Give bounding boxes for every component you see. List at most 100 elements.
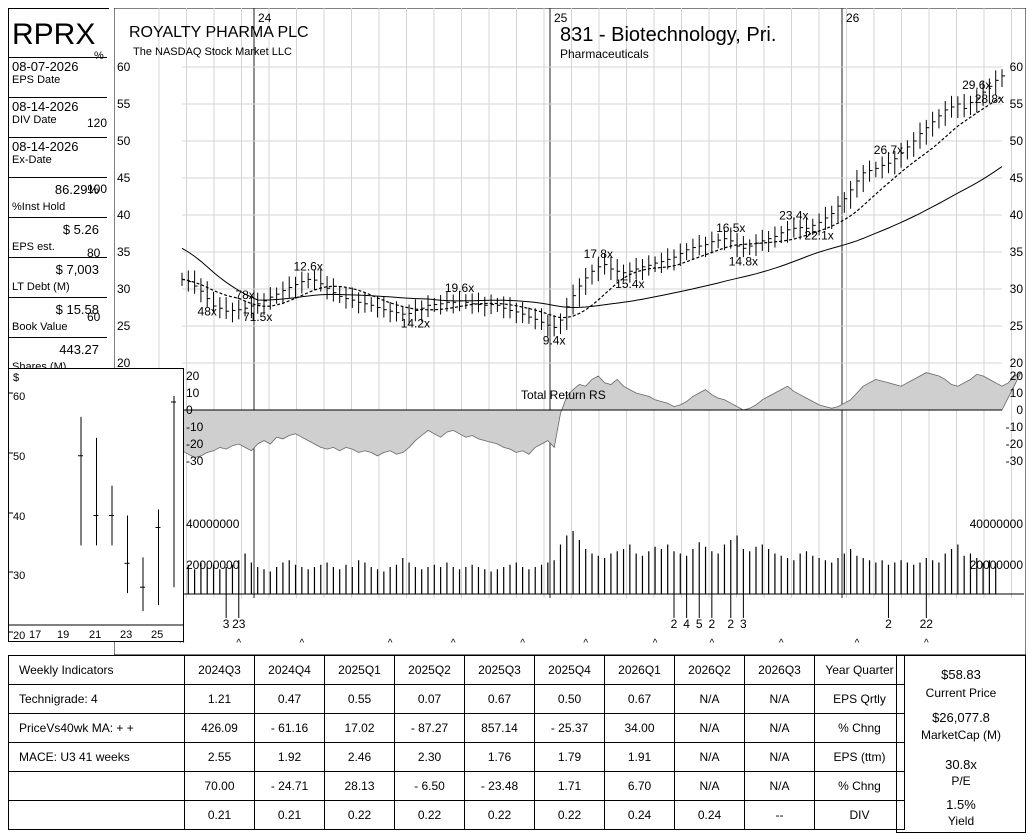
mini-axis-label: 19 — [57, 629, 69, 641]
table-cell: % Chng — [814, 771, 905, 801]
ma-10wk-line — [181, 95, 1003, 319]
pe-annotation: 26.7x — [874, 143, 903, 157]
price-axis-tick-right: 50 — [1010, 134, 1024, 148]
pe-annotation: 16.5x — [716, 221, 745, 235]
table-cell: 0.21 — [254, 800, 325, 830]
pe-annotation: 71.5x — [243, 310, 272, 324]
table-cell: 426.09 — [184, 713, 255, 743]
rs-axis-tick-left: 10 — [186, 386, 200, 400]
table-cell: % Chng — [814, 713, 905, 743]
caret-marker: ^ — [520, 638, 525, 649]
caret-marker: ^ — [924, 638, 929, 649]
ticker-symbol: RPRX — [12, 18, 96, 51]
table-row: MACE: U3 41 weeks 2.55 1.92 2.46 2.30 1.76 1.7… — [8, 742, 905, 772]
sidebar-value: $ 5.26 — [62, 222, 99, 237]
sidebar-box: $ 15.58 Book Value — [9, 297, 107, 338]
sidebar-value: $ 15.58 — [55, 302, 99, 317]
table-cell: 2.55 — [184, 742, 255, 772]
table-header-cell: 2025Q2 — [394, 655, 465, 685]
table-cell: 1.21 — [184, 684, 255, 714]
price-axis-tick-left: 25 — [117, 319, 131, 333]
mini-dollar-sign: $ — [13, 372, 19, 384]
pe-annotation: 22.1x — [804, 228, 833, 242]
pe-annotation: 78x — [235, 288, 254, 302]
table-cell: MACE: U3 41 weeks — [8, 742, 185, 772]
sidebar-value: 08-14-2026 — [12, 99, 79, 114]
price-axis-tick-right: 40 — [1010, 208, 1024, 222]
earnings-mark: 23 — [232, 617, 246, 631]
caret-marker: ^ — [388, 638, 393, 649]
year-label: 26 — [846, 11, 860, 25]
pe-annotation: 14.8x — [729, 254, 758, 268]
caret-marker: ^ — [653, 638, 658, 649]
price-axis-tick-left: 40 — [117, 208, 131, 222]
earnings-mark: 4 — [683, 617, 690, 631]
table-cell: 1.76 — [464, 742, 535, 772]
ma-40wk-line — [181, 166, 1003, 309]
table-cell: 0.07 — [394, 684, 465, 714]
dividend-yield-label: Yield — [947, 814, 975, 828]
fundamentals-sidebar: RPRX 08-07-2026 EPS Date 08-14-2026 DIV Dat… — [8, 8, 109, 373]
table-cell: PriceVs40wk MA: + + — [8, 713, 185, 743]
price-axis-tick-left: 35 — [117, 245, 131, 259]
volume-axis-tick-left: 40000000 — [186, 517, 240, 531]
table-header-cell: Weekly Indicators — [8, 655, 185, 685]
sidebar-box: $ 7,003 LT Debt (M) — [9, 257, 107, 298]
table-cell: N/A — [674, 771, 745, 801]
table-cell: -- — [744, 800, 815, 830]
pe-annotation: 28.8x — [975, 92, 1004, 106]
table-cell: 17.02 — [324, 713, 395, 743]
sidebar-label: LT Debt (M) — [12, 281, 70, 293]
table-cell: 0.50 — [534, 684, 605, 714]
sidebar-value: 443.27 — [59, 342, 99, 357]
mini-axis-tick: 60 — [13, 391, 25, 403]
price-summary: $58.83 Current Price $26,077.8 MarketCap… — [896, 655, 1026, 833]
sidebar-box: $ 5.26 EPS est. — [9, 217, 107, 258]
sidebar-value: $ 7,003 — [55, 262, 99, 277]
current-price: $58.83 — [941, 667, 981, 682]
sidebar-label: Book Value — [12, 321, 68, 333]
rs-axis-tick-right: -30 — [1006, 454, 1024, 468]
mini-axis-tick: 20 — [13, 630, 25, 641]
sidebar-box: 08-14-2026 Ex-Date — [9, 137, 107, 178]
table-cell: - 25.37 — [534, 713, 605, 743]
table-cell: 2.30 — [394, 742, 465, 772]
sidebar-value: 86.29% — [54, 182, 99, 197]
table-row: 70.00- 24.71 28.13- 6.50- 23.48 1.71 6.70 N/… — [8, 771, 905, 801]
mini-axis-tick: 30 — [13, 570, 25, 582]
sector-name: Pharmaceuticals — [560, 47, 649, 61]
sidebar-label: EPS Date — [12, 74, 61, 86]
long-term-chart-svg: $60 50 40 30 20 17 19 21 23 25 — [9, 372, 183, 642]
rs-axis-tick-right: 10 — [1010, 386, 1024, 400]
table-cell: - 87.27 — [394, 713, 465, 743]
pct-axis-tick: 60 — [87, 310, 101, 324]
caret-marker: ^ — [236, 638, 241, 649]
table-cell: 1.91 — [604, 742, 675, 772]
industry-name: 831 - Biotechnology, Pri. — [560, 24, 777, 46]
table-cell: 0.67 — [604, 684, 675, 714]
sidebar-label: EPS est. — [12, 241, 55, 253]
mini-axis-tick: 40 — [13, 511, 25, 523]
exchange-name: The NASDAQ Stock Market LLC — [133, 46, 292, 58]
table-cell: Technigrade: 4 — [8, 684, 185, 714]
table-cell: N/A — [744, 713, 815, 743]
table-cell: 34.00 — [604, 713, 675, 743]
indicators-table: Weekly Indicators 2024Q3 2024Q4 2025Q1 2025Q… — [8, 655, 905, 830]
chart-frame — [113, 7, 1027, 656]
caret-marker: ^ — [855, 638, 860, 649]
caret-marker: ^ — [779, 638, 784, 649]
caret-marker: ^ — [451, 638, 456, 649]
long-term-chart: $60 50 40 30 20 17 19 21 23 25 — [8, 368, 184, 642]
table-cell: N/A — [674, 684, 745, 714]
table-row: Technigrade: 4 1.21 0.47 0.55 0.07 0.67 0.50 0.… — [8, 684, 905, 714]
table-cell: 1.71 — [534, 771, 605, 801]
price-axis-tick-right: 20 — [1010, 356, 1024, 370]
pe-annotation: 23.4x — [779, 208, 808, 222]
rs-area — [181, 371, 1022, 459]
table-cell: 0.24 — [674, 800, 745, 830]
pe-ratio-label: P/E — [951, 774, 971, 788]
table-cell: EPS (ttm) — [814, 742, 905, 772]
table-cell: 0.67 — [464, 684, 535, 714]
market-cap: $26,077.8 — [932, 710, 990, 725]
rs-axis-tick-right: -20 — [1006, 437, 1024, 451]
